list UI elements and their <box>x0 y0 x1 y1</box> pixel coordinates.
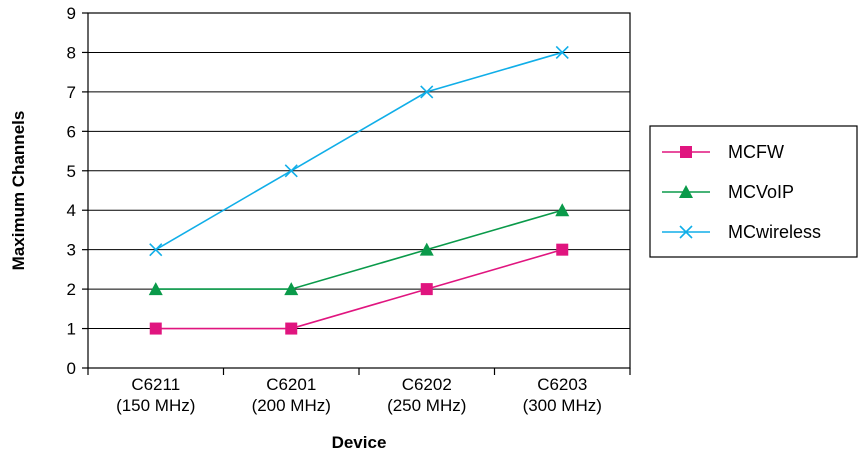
y-tick-label: 7 <box>67 83 76 102</box>
legend: MCFW MCVoIP MCwireless <box>649 125 858 258</box>
x-axis-title: Device <box>332 433 387 452</box>
data-point-square <box>680 146 692 158</box>
y-tick-label: 0 <box>67 359 76 378</box>
x-tick-label: (300 MHz) <box>523 396 602 415</box>
legend-label: MCwireless <box>728 222 821 242</box>
series-mcfw <box>149 243 569 335</box>
data-point-triangle <box>555 203 570 217</box>
x-tick-label: (200 MHz) <box>252 396 331 415</box>
series-line-mcwireless <box>155 51 563 251</box>
data-point-square <box>420 283 433 296</box>
legend-item-mcwireless: MCwireless <box>662 222 821 242</box>
x-tick-label: C6203 <box>537 375 587 394</box>
gridlines <box>88 51 630 330</box>
series-group <box>148 45 570 335</box>
data-point-square <box>285 322 298 335</box>
plot-area-frame <box>87 12 631 369</box>
y-tick-label: 5 <box>67 162 76 181</box>
x-tick-label: (150 MHz) <box>116 396 195 415</box>
y-axis-title: Maximum Channels <box>9 111 28 271</box>
x-tick-label: (250 MHz) <box>387 396 466 415</box>
data-point-x <box>284 164 298 178</box>
y-tick-label: 3 <box>67 241 76 260</box>
y-tick-label: 2 <box>67 280 76 299</box>
data-point-square <box>556 243 569 256</box>
data-point-triangle <box>419 242 434 256</box>
data-point-triangle <box>284 282 299 296</box>
x-tick-label: C6201 <box>266 375 316 394</box>
series-line-mcvoip <box>155 209 563 290</box>
y-tick-label: 4 <box>67 201 76 220</box>
data-point-triangle <box>148 282 163 296</box>
data-point-x <box>149 243 163 257</box>
legend-label: MCVoIP <box>728 182 794 202</box>
y-tick-label: 1 <box>67 320 76 339</box>
data-point-square <box>149 322 162 335</box>
x-tick-label: C6202 <box>402 375 452 394</box>
series-line-mcfw <box>155 248 563 330</box>
data-point-x <box>420 85 434 99</box>
x-axis-ticks: C6211 (150 MHz) C6201 (200 MHz) C6202 (250 MH… <box>87 368 631 415</box>
series-mcvoip <box>148 203 570 296</box>
y-tick-label: 9 <box>67 4 76 23</box>
legend-label: MCFW <box>728 142 784 162</box>
data-point-x <box>679 225 693 239</box>
data-point-triangle <box>679 185 693 198</box>
legend-item-mcvoip: MCVoIP <box>662 182 794 202</box>
x-tick-label: C6211 <box>131 375 180 394</box>
series-mcwireless <box>149 45 569 257</box>
y-axis-ticks: 0 1 2 3 4 5 6 7 8 9 <box>67 4 88 378</box>
y-tick-label: 8 <box>67 43 76 62</box>
legend-item-mcfw: MCFW <box>662 142 784 162</box>
y-tick-label: 6 <box>67 122 76 141</box>
data-point-x <box>555 45 569 60</box>
